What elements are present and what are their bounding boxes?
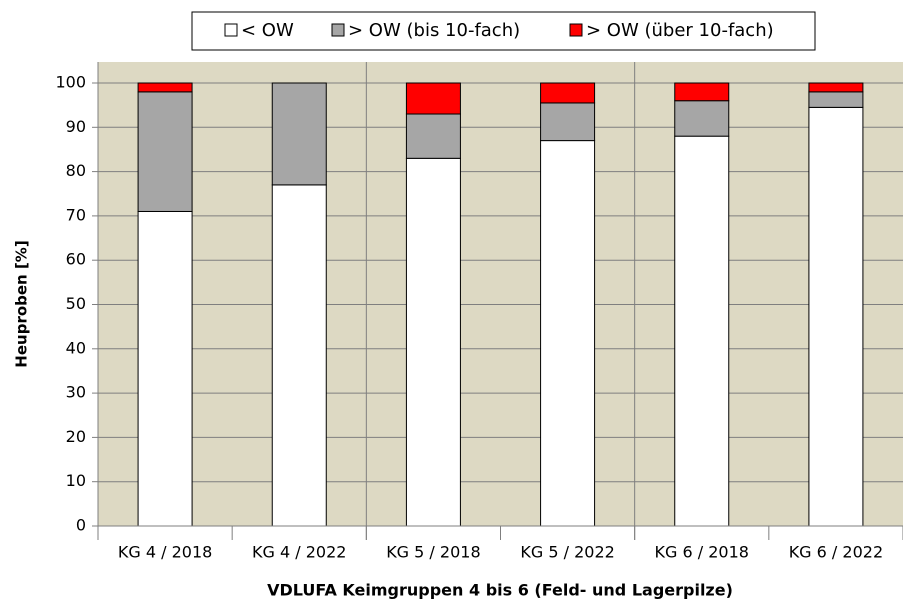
x-tick-label: KG 5 / 2018 — [386, 543, 480, 562]
x-tick-label: KG 6 / 2018 — [655, 543, 749, 562]
bar-segment — [540, 140, 596, 527]
legend-swatch — [331, 23, 345, 37]
y-tick-label: 70 — [66, 205, 86, 224]
y-tick-label: 40 — [66, 338, 86, 357]
bar-segment — [808, 82, 864, 93]
bar-segment — [137, 82, 193, 93]
bar-segment — [674, 100, 730, 137]
x-tick-label: KG 6 / 2022 — [789, 543, 883, 562]
legend-label: > OW (bis 10-fach) — [348, 20, 520, 41]
y-tick-label: 100 — [55, 73, 86, 92]
bar-segment — [271, 184, 327, 527]
y-tick-label: 90 — [66, 117, 86, 136]
plot-background — [98, 62, 903, 526]
bar-segment — [137, 91, 193, 212]
y-tick-label: 80 — [66, 161, 86, 180]
y-axis-label: Heuproben [%] — [13, 240, 31, 367]
bar-segment — [405, 82, 461, 115]
y-tick-label: 60 — [66, 250, 86, 269]
bar-segment — [271, 82, 327, 186]
bar-segment — [540, 102, 596, 142]
bar-segment — [674, 135, 730, 527]
y-tick-label: 20 — [66, 427, 86, 446]
bar-segment — [674, 82, 730, 102]
bar-segment — [808, 106, 864, 527]
bar-segment — [405, 113, 461, 159]
bar-segment — [137, 210, 193, 527]
bar-segment — [540, 82, 596, 104]
legend-box — [191, 11, 816, 51]
y-tick-label: 50 — [66, 294, 86, 313]
x-tick-label: KG 4 / 2022 — [252, 543, 346, 562]
x-axis-label: VDLUFA Keimgruppen 4 bis 6 (Feld- und La… — [267, 581, 733, 600]
x-tick-label: KG 4 / 2018 — [118, 543, 212, 562]
y-tick-label: 0 — [76, 516, 86, 535]
y-tick-label: 10 — [66, 471, 86, 490]
bar-segment — [808, 91, 864, 108]
x-tick-label: KG 5 / 2022 — [520, 543, 614, 562]
legend-swatch — [569, 23, 583, 37]
legend-label: > OW (über 10-fach) — [586, 20, 774, 41]
y-tick-label: 30 — [66, 383, 86, 402]
bar-segment — [405, 157, 461, 527]
legend-swatch — [224, 23, 238, 37]
legend-label: < OW — [241, 20, 294, 41]
